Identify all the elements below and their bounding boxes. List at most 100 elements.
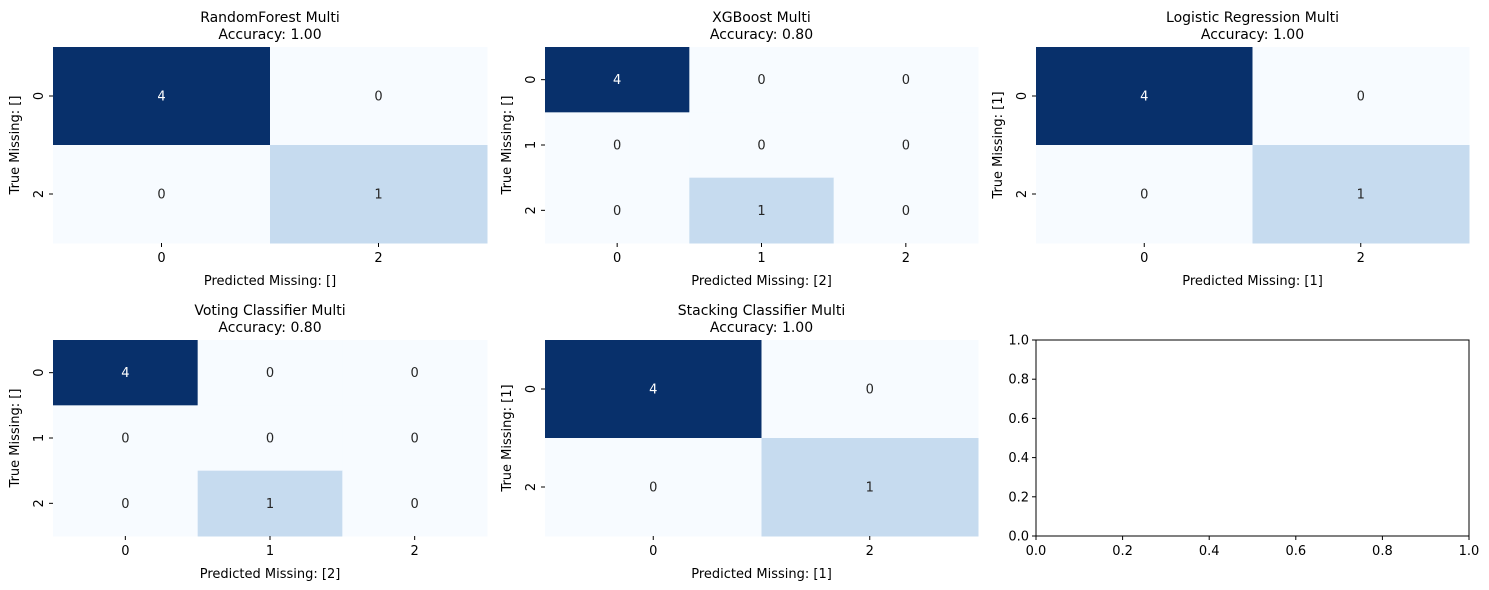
x-tick-label: 1 [757, 251, 765, 266]
heatmap-cell [833, 112, 979, 179]
y-tick-label: 0 [524, 385, 539, 393]
subplot-subtitle: Accuracy: 0.80 [218, 320, 321, 336]
x-tick-label: 2 [411, 544, 419, 559]
cell-value-label: 0 [411, 497, 419, 512]
subplot-6: 0.0 0.2 0.4 0.6 0.8 1.0 0.0 0.2 0.4 0.6 0.8 1.0 [1008, 334, 1479, 560]
y-axis-label: True Missing: [] [500, 96, 515, 196]
x-tick-label: 0.8 [1372, 544, 1393, 559]
heatmap-cell [761, 340, 979, 439]
y-axis-label: True Missing: [1] [500, 384, 515, 492]
cell-value-label: 0 [902, 139, 910, 154]
heatmap-cell [545, 177, 690, 244]
y-tick-label: 2 [1015, 190, 1030, 198]
x-tick-label: 0.2 [1112, 544, 1133, 559]
subplot-subtitle: Accuracy: 1.00 [710, 320, 813, 336]
y-tick-label: 0.0 [1008, 530, 1029, 545]
heatmap-cell [342, 470, 488, 537]
x-tick-label: 2 [374, 251, 382, 266]
cell-value-label: 0 [121, 497, 129, 512]
cell-value-label: 0 [649, 481, 657, 496]
subplot-title: RandomForest Multi [200, 10, 340, 26]
empty-axes-frame [1035, 339, 1470, 537]
heatmap-cell [342, 405, 488, 472]
heatmap-cell [270, 47, 488, 146]
heatmap-cell [1036, 145, 1253, 244]
y-tick-label: 0.6 [1008, 412, 1029, 427]
heatmap-cell [270, 145, 488, 244]
y-tick-label: 0 [1015, 92, 1030, 100]
x-axis-label: Predicted Missing: [2] [691, 274, 832, 289]
x-axis-label: Predicted Missing: [] [204, 274, 336, 289]
cell-value-label: 0 [1140, 188, 1148, 203]
y-axis-label: True Missing: [] [8, 96, 23, 196]
heatmap-cell [761, 438, 979, 537]
heatmap-cell [1252, 145, 1470, 244]
y-tick-label: 0 [32, 92, 47, 100]
y-tick-label: 2 [32, 190, 47, 198]
cell-value-label: 1 [757, 204, 765, 219]
subplot-subtitle: Accuracy: 1.00 [218, 27, 321, 43]
heatmap-cell [53, 145, 271, 244]
y-tick-label: 0.2 [1008, 490, 1029, 505]
y-tick-label: 1 [524, 141, 539, 149]
x-tick-label: 2 [1357, 251, 1365, 266]
x-tick-label: 0 [1140, 251, 1148, 266]
cell-value-label: 1 [1357, 188, 1365, 203]
y-tick-label: 2 [524, 206, 539, 214]
x-tick-label: 0 [649, 544, 657, 559]
y-tick-label: 1.0 [1008, 334, 1029, 349]
cell-value-label: 0 [613, 204, 621, 219]
cell-value-label: 0 [411, 366, 419, 381]
x-tick-label: 0 [613, 251, 621, 266]
x-tick-label: 0.0 [1026, 544, 1047, 559]
cell-value-label: 1 [866, 481, 874, 496]
cell-value-label: 0 [266, 366, 274, 381]
y-axis-label: True Missing: [] [8, 389, 23, 489]
heatmap-cell [689, 112, 835, 179]
cell-value-label: 0 [757, 139, 765, 154]
cell-value-label: 1 [266, 497, 274, 512]
x-tick-label: 0 [121, 544, 129, 559]
heatmap-cell [53, 405, 199, 472]
x-axis-label: Predicted Missing: [1] [691, 567, 832, 582]
x-tick-label: 1.0 [1459, 544, 1480, 559]
x-tick-label: 0.4 [1199, 544, 1220, 559]
cell-value-label: 4 [1140, 90, 1148, 105]
cell-value-label: 4 [157, 90, 165, 105]
subplot-title: Voting Classifier Multi [194, 303, 345, 319]
y-tick-label: 0 [32, 369, 47, 377]
heatmap-cell [689, 177, 835, 244]
y-tick-label: 0.8 [1008, 373, 1029, 388]
heatmap-cell [197, 470, 343, 537]
cell-value-label: 0 [266, 432, 274, 447]
cell-value-label: 0 [902, 73, 910, 88]
heatmap-cell [833, 177, 979, 244]
subplot-subtitle: Accuracy: 1.00 [1201, 27, 1304, 43]
cell-value-label: 0 [411, 432, 419, 447]
y-tick-label: 0 [524, 76, 539, 84]
heatmap-cell [545, 47, 690, 113]
cell-value-label: 4 [121, 366, 129, 381]
y-tick-label: 0.4 [1008, 451, 1029, 466]
subplot-4: 4 0 0 0 0 0 0 1 0 0 1 2 0 1 2 Voting Classifier MultiAc… [8, 303, 488, 582]
subplot-title: XGBoost Multi [712, 10, 811, 26]
x-tick-label: 2 [902, 251, 910, 266]
subplot-subtitle: Accuracy: 0.80 [710, 27, 813, 43]
heatmap-cell [53, 340, 199, 406]
subplot-title: Logistic Regression Multi [1166, 10, 1339, 26]
heatmap-cell [545, 340, 762, 439]
cell-value-label: 0 [902, 204, 910, 219]
heatmap-cell [53, 47, 271, 146]
x-axis-label: Predicted Missing: [2] [200, 567, 341, 582]
heatmap-cell [689, 47, 835, 113]
x-tick-label: 2 [866, 544, 874, 559]
heatmap-cell [1252, 47, 1470, 146]
y-tick-label: 1 [32, 434, 47, 442]
heatmap-cell [1036, 47, 1253, 146]
cell-value-label: 0 [757, 73, 765, 88]
subplot-5: 4 0 0 1 0 2 0 2 Stacking Classifier MultiAccurac… [500, 303, 979, 582]
cell-value-label: 0 [1357, 90, 1365, 105]
